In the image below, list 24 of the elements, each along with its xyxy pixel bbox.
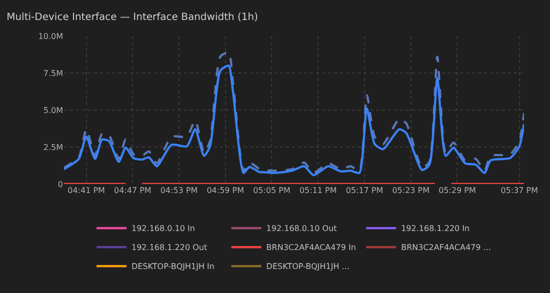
legend-label: DESKTOP-BQJH1JH In bbox=[132, 262, 214, 272]
x-tick-label: 04:53 PM bbox=[160, 186, 198, 195]
legend-label: 192.168.1.220 Out bbox=[132, 243, 208, 252]
legend-label: BRN3C2AF4ACA479 In bbox=[266, 243, 356, 252]
legend-label: DESKTOP-BQJH1JH ... bbox=[266, 262, 350, 272]
x-tick-label: 05:11 PM bbox=[299, 186, 337, 195]
y-tick-label: 7.5M bbox=[43, 68, 64, 78]
x-tick-label: 04:47 PM bbox=[114, 186, 152, 195]
x-tick-label: 05:23 PM bbox=[392, 186, 430, 195]
legend-label: 192.168.0.10 Out bbox=[266, 224, 337, 234]
x-tick-label: 05:05 PM bbox=[253, 186, 290, 195]
y-tick-label: 10.0M bbox=[38, 32, 64, 41]
legend-label: 192.168.0.10 In bbox=[132, 224, 195, 234]
x-tick-label: 05:37 PM bbox=[500, 186, 538, 195]
legend-label: BRN3C2AF4ACA479 ... bbox=[401, 243, 491, 252]
chart-title: Multi-Device Interface — Interface Bandwidth (1h) bbox=[6, 12, 258, 24]
x-tick-label: 05:17 PM bbox=[346, 186, 384, 195]
x-tick-label: 04:59 PM bbox=[206, 186, 244, 195]
y-tick-label: 5.0M bbox=[43, 106, 64, 115]
x-tick-label: 04:41 PM bbox=[68, 186, 106, 195]
x-tick-label: 05:29 PM bbox=[438, 186, 476, 195]
legend-label: 192.168.1.220 In bbox=[401, 224, 470, 234]
y-tick-label: 0 bbox=[58, 180, 63, 189]
y-tick-label: 2.5M bbox=[43, 142, 64, 152]
